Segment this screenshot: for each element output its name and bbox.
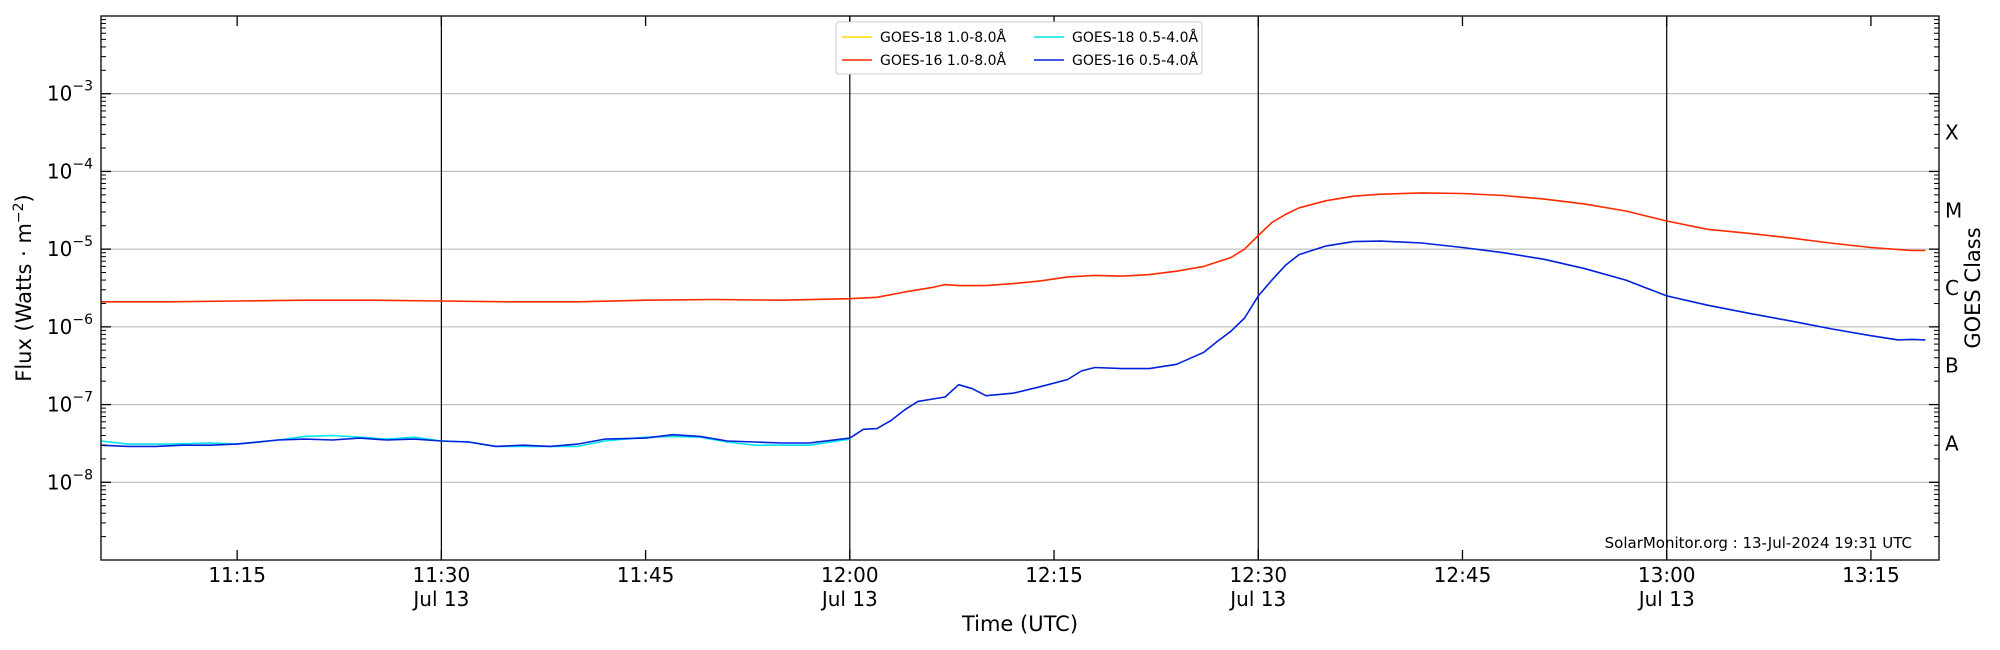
y-tick-label-4: 10−4 (47, 156, 93, 183)
x-tick-label-4: 12:15 (1025, 563, 1083, 587)
series-lines (100, 192, 1926, 448)
y-tick-label-2: 10−6 (47, 312, 93, 339)
x-tick-label-1: 11:30 (413, 563, 471, 587)
legend-label-goes18-short: GOES-18 0.5-4.0Å (1072, 29, 1198, 46)
legend-box (835, 21, 1203, 75)
legend-label-goes16-long: GOES-16 1.0-8.0Å (880, 52, 1006, 69)
x-tick-label-7: 13:00 (1638, 563, 1696, 587)
goes-class-C: C (1945, 276, 1959, 300)
grid-lines (101, 93, 1939, 483)
series-line-3 (100, 240, 1926, 448)
legend-label-goes16-short: GOES-16 0.5-4.0Å (1072, 52, 1198, 69)
x-tick-label-2: 11:45 (617, 563, 675, 587)
y-axis-ticks: 10−8 10−7 10−6 10−5 10−4 10−3 (47, 19, 1939, 538)
x-axis-title: Time (UTC) (961, 612, 1078, 636)
credit-text: SolarMonitor.org : 13-Jul-2024 19:31 UTC (1605, 534, 1912, 552)
x-tick-date-1: Jul 13 (411, 587, 469, 611)
plot-frame (100, 15, 1940, 561)
y-tick-label-0: 10−8 (47, 467, 93, 494)
legend: GOES-18 1.0-8.0Å GOES-18 0.5-4.0Å GOES-1… (835, 21, 1203, 75)
x-tick-date-3: Jul 13 (820, 587, 878, 611)
y-tick-label-1: 10−7 (47, 390, 93, 417)
x-tick-date-7: Jul 13 (1637, 587, 1695, 611)
x-tick-label-5: 12:30 (1229, 563, 1287, 587)
goes-class-labels: A B C M X (1945, 121, 1962, 456)
goes-class-X: X (1945, 121, 1959, 145)
goes-class-A: A (1945, 431, 1959, 455)
y-axis-title: Flux (Watts · m−2) (11, 194, 36, 382)
legend-label-goes18-long: GOES-18 1.0-8.0Å (880, 29, 1006, 46)
goes-class-M: M (1945, 198, 1962, 222)
x-tick-label-3: 12:00 (821, 563, 879, 587)
x-tick-label-8: 13:15 (1842, 563, 1900, 587)
x-tick-label-0: 11:15 (208, 563, 266, 587)
x-tick-date-5: Jul 13 (1228, 587, 1286, 611)
y-tick-label-3: 10−5 (47, 234, 93, 261)
goes-class-B: B (1945, 354, 1959, 378)
x-tick-label-6: 12:45 (1434, 563, 1492, 587)
y-tick-label-5: 10−3 (47, 79, 93, 106)
right-axis-title: GOES Class (1961, 227, 1985, 348)
series-line-2 (101, 192, 1926, 303)
day-separator-lines (440, 16, 1668, 560)
